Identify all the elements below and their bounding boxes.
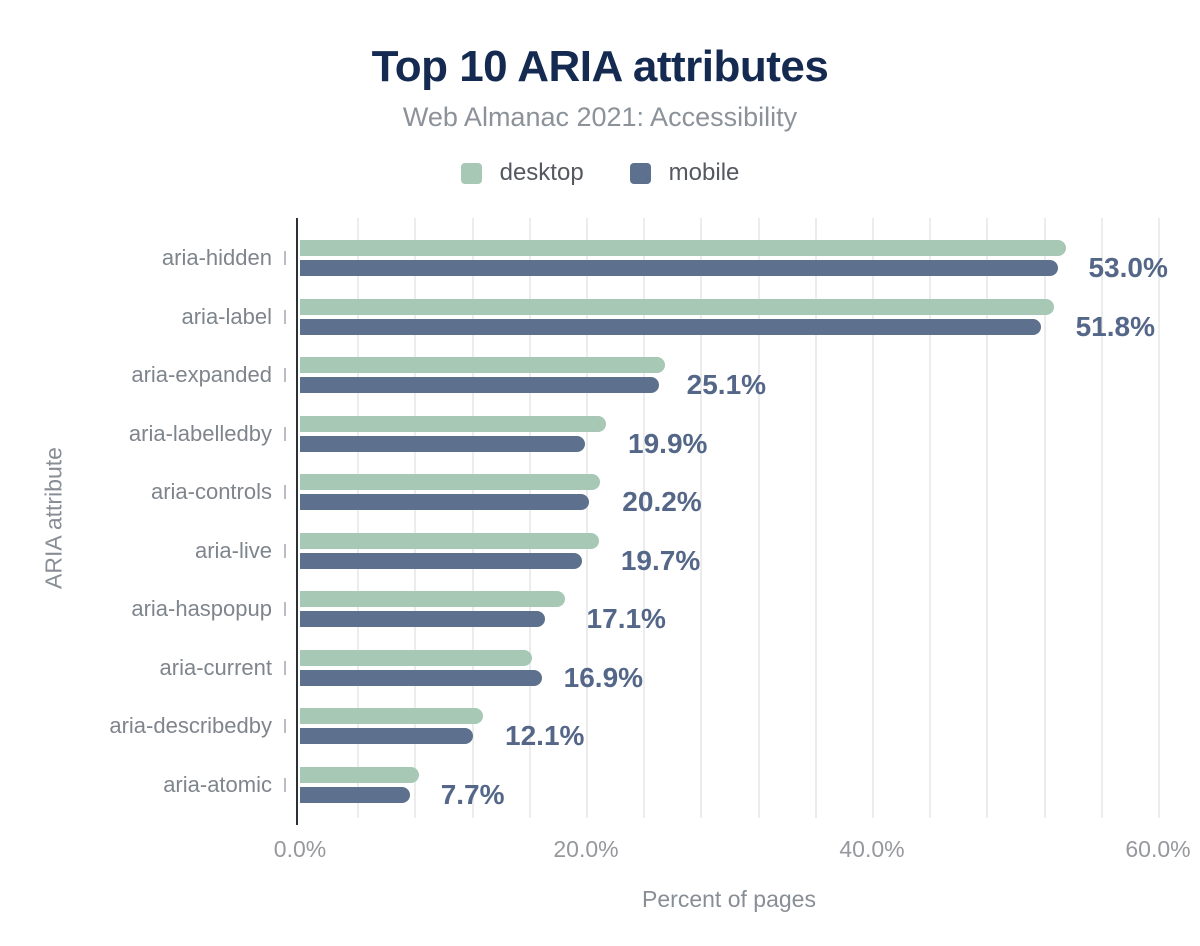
category-label-aria-label: aria-label xyxy=(181,303,273,329)
category-tick-aria-describedby xyxy=(284,719,286,733)
chart-title: Top 10 ARIA attributes xyxy=(371,42,829,91)
category-label-aria-live: aria-live xyxy=(194,537,272,563)
bar-mobile-aria-expanded[interactable] xyxy=(300,377,659,393)
bar-desktop-aria-controls[interactable] xyxy=(300,474,601,490)
category-label-aria-hidden: aria-hidden xyxy=(161,245,272,270)
gridline-60pct xyxy=(1158,218,1160,818)
category-label-aria-controls: aria-controls xyxy=(150,479,272,504)
bar-mobile-aria-label[interactable] xyxy=(300,318,1041,335)
bar-mobile-aria-live[interactable] xyxy=(300,552,582,569)
bar-desktop-aria-label[interactable] xyxy=(300,298,1054,315)
bar-mobile-aria-atomic[interactable] xyxy=(300,786,411,803)
x-tick-label-60.0%: 60.0% xyxy=(1125,836,1191,862)
gridline-40pct xyxy=(872,218,874,818)
value-label-aria-atomic: 7.7% xyxy=(440,778,505,810)
category-label-aria-current: aria-current xyxy=(159,654,272,680)
value-label-aria-haspopup: 17.1% xyxy=(586,603,666,634)
bar-desktop-aria-atomic[interactable] xyxy=(300,766,419,783)
bar-desktop-aria-haspopup[interactable] xyxy=(300,591,565,607)
bar-mobile-aria-current[interactable] xyxy=(300,669,542,686)
gridline-56pct xyxy=(1100,218,1103,818)
gridline-20pct xyxy=(586,218,588,818)
value-label-aria-live: 19.7% xyxy=(620,544,701,576)
value-label-aria-describedby: 12.1% xyxy=(505,720,585,751)
legend-item-desktop: desktop xyxy=(460,159,584,187)
category-tick-aria-live xyxy=(284,543,286,558)
value-label-aria-current: 16.9% xyxy=(563,661,644,693)
gridline-4pct xyxy=(357,218,360,818)
bar-mobile-aria-describedby[interactable] xyxy=(300,728,474,744)
gridline-16pct xyxy=(528,218,531,818)
bar-mobile-aria-labelledby[interactable] xyxy=(300,435,585,452)
x-tick-label-40.0%: 40.0% xyxy=(839,836,905,862)
bar-mobile-aria-haspopup[interactable] xyxy=(300,611,545,627)
category-label-aria-atomic: aria-atomic xyxy=(163,771,272,797)
gridline-32pct xyxy=(757,218,760,818)
gridline-8pct xyxy=(414,218,417,818)
legend-label-mobile: mobile xyxy=(668,159,740,186)
category-tick-aria-label xyxy=(284,309,286,324)
bar-desktop-aria-labelledby[interactable] xyxy=(300,415,607,432)
bar-desktop-aria-current[interactable] xyxy=(300,649,532,666)
category-label-aria-haspopup: aria-haspopup xyxy=(131,596,272,621)
value-label-aria-hidden: 53.0% xyxy=(1088,252,1168,283)
chart-subtitle: Web Almanac 2021: Accessibility xyxy=(402,102,798,132)
category-tick-aria-controls xyxy=(284,485,286,499)
bar-desktop-aria-expanded[interactable] xyxy=(300,357,665,373)
bar-mobile-aria-controls[interactable] xyxy=(300,494,589,510)
category-label-aria-labelledby: aria-labelledby xyxy=(128,420,272,446)
category-label-aria-expanded: aria-expanded xyxy=(131,362,272,387)
value-label-aria-expanded: 25.1% xyxy=(686,369,767,400)
gridline-12pct xyxy=(471,218,474,818)
category-tick-aria-expanded xyxy=(284,368,286,382)
x-tick-label-0.0%: 0.0% xyxy=(273,836,327,862)
desktop-swatch-icon xyxy=(460,162,482,184)
mobile-swatch-icon xyxy=(629,162,651,184)
legend-item-mobile: mobile xyxy=(629,159,740,187)
gridline-28pct xyxy=(700,218,703,818)
gridline-48pct xyxy=(986,218,989,818)
legend-label-desktop: desktop xyxy=(499,159,584,186)
bar-desktop-aria-describedby[interactable] xyxy=(300,708,484,724)
category-tick-aria-current xyxy=(284,660,286,675)
value-label-aria-controls: 20.2% xyxy=(622,486,702,517)
y-axis-line xyxy=(296,218,298,825)
y-axis-title: ARIA attribute xyxy=(40,447,67,589)
x-axis-title: Percent of pages xyxy=(642,886,816,912)
category-tick-aria-atomic xyxy=(284,777,286,792)
category-tick-aria-haspopup xyxy=(284,602,286,616)
bar-desktop-aria-hidden[interactable] xyxy=(300,240,1067,256)
x-tick-label-20.0%: 20.0% xyxy=(553,836,619,862)
gridline-36pct xyxy=(814,218,817,818)
category-label-aria-describedby: aria-describedby xyxy=(109,713,272,738)
value-label-aria-labelledby: 19.9% xyxy=(628,427,708,459)
gridline-52pct xyxy=(1043,218,1046,818)
bar-mobile-aria-hidden[interactable] xyxy=(300,260,1058,276)
category-tick-aria-hidden xyxy=(284,251,286,265)
category-tick-aria-labelledby xyxy=(284,426,286,441)
legend: desktop mobile xyxy=(0,159,1200,187)
gridline-24pct xyxy=(643,218,646,818)
gridline-44pct xyxy=(929,218,932,818)
bar-desktop-aria-live[interactable] xyxy=(300,532,599,549)
value-label-aria-label: 51.8% xyxy=(1075,310,1156,342)
